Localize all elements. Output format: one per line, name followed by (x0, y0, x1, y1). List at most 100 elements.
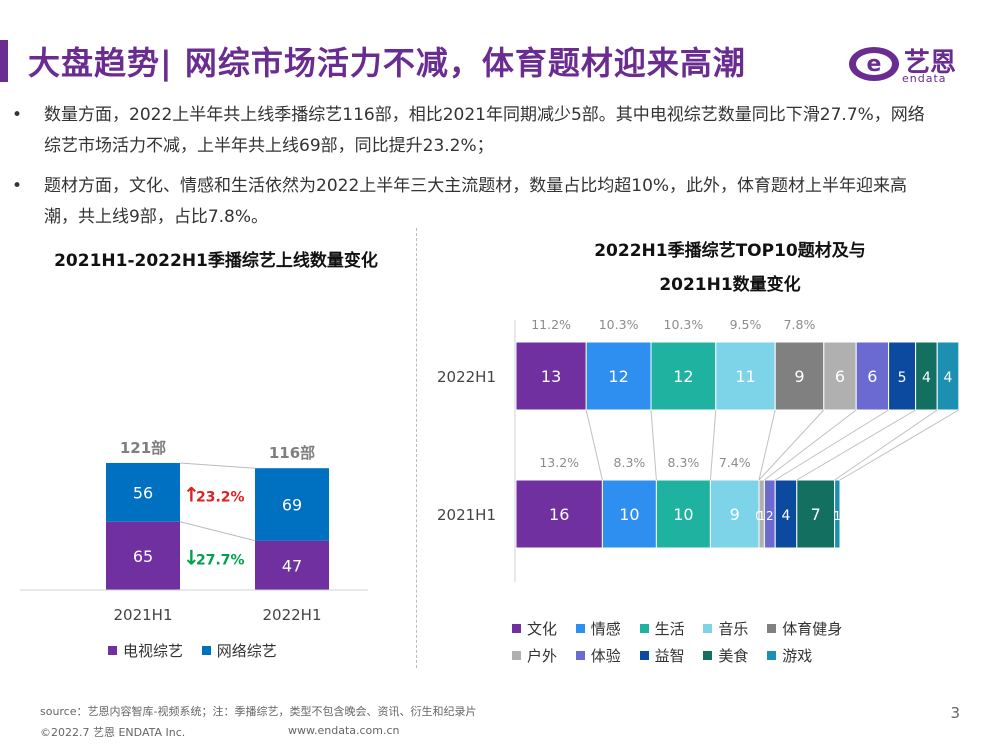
left-chart-title: 2021H1-2022H1季播综艺上线数量变化 (54, 251, 378, 271)
legend-item-experience: 体验 (575, 645, 621, 666)
segment-value: 4 (922, 370, 931, 386)
connector-line (179, 521, 256, 542)
segment-value: 11 (735, 367, 755, 386)
segment-value: 9 (730, 505, 740, 524)
bar-segment-体育健身 (774, 341, 825, 411)
footer-website-link[interactable]: www.endata.com.cn (288, 724, 400, 737)
logo-subtext: endata (902, 72, 947, 85)
legend-item-net: 网络综艺 (201, 640, 277, 661)
left-chart: 65 56 121部 2021H1 47 69 116部 2022H1 ↑23.2% ↓27.7% (20, 439, 368, 620)
up-arrow-icon: ↑ (183, 482, 200, 506)
legend-label-tv: 电视综艺 (123, 642, 184, 660)
legend-label: 户外 (527, 647, 558, 665)
share-label: 8.3% (668, 455, 700, 470)
legend-item-sports: 体育健身 (767, 618, 842, 639)
legend-label: 生活 (654, 620, 685, 638)
legend-item-tv: 电视综艺 (108, 640, 183, 661)
connector-line (709, 409, 717, 481)
legend-swatch-net (201, 646, 211, 655)
bar-value-net: 69 (282, 495, 302, 514)
share-label: 10.3% (664, 317, 704, 332)
bar-tv-2022H1 (255, 540, 329, 590)
legend-label: 文化 (527, 620, 558, 638)
legend-item-life: 生活 (639, 618, 685, 639)
change-label-tv: 27.7% (196, 553, 245, 569)
page-number: 3 (950, 704, 960, 722)
connector-line (758, 409, 776, 481)
legend-item-food: 美食 (703, 645, 748, 666)
share-label: 9.5% (730, 317, 762, 332)
bar-segment-游戏 (834, 479, 841, 549)
segment-value: 13 (541, 367, 561, 386)
legend-item-music: 音乐 (703, 618, 748, 639)
legend-swatch (767, 624, 777, 633)
segment-value: 1 (758, 509, 766, 523)
legend-item-puzzle: 益智 (639, 645, 685, 666)
legend-item-emotion: 情感 (575, 618, 621, 639)
logo-letter: e (867, 52, 882, 77)
legend-item-culture: 文化 (512, 618, 557, 639)
y-tick-label: 2021H1 (437, 506, 496, 524)
segment-value: 10 (673, 505, 693, 524)
segment-value: 10 (619, 505, 639, 524)
bar-value-net: 56 (133, 483, 153, 502)
segment-value: 4 (782, 508, 791, 524)
legend-swatch (639, 651, 649, 660)
x-tick-label: 2022H1 (263, 606, 322, 620)
bar-net-2022H1 (255, 468, 329, 541)
bullet-dot: • (12, 105, 23, 125)
bar-segment-生活 (650, 341, 717, 411)
y-tick-label: 2022H1 (437, 368, 496, 386)
legend-label: 情感 (590, 620, 621, 638)
bar-total-label: 116部 (269, 444, 315, 462)
legend-swatch (575, 624, 585, 633)
right-chart-title-line2: 2021H1数量变化 (659, 275, 801, 295)
share-label: 10.3% (599, 317, 639, 332)
legend-swatch (703, 651, 713, 660)
connector-line (764, 409, 857, 481)
share-label: 13.2% (539, 455, 579, 470)
legend-swatch (575, 651, 585, 660)
bar-value-tv: 65 (133, 547, 153, 566)
segment-value: 6 (835, 367, 845, 386)
legend-item-game: 游戏 (767, 645, 812, 666)
x-tick-label: 2021H1 (114, 606, 173, 620)
segment-value: 5 (898, 370, 907, 386)
connector-line (834, 409, 938, 481)
segment-value: 1 (833, 509, 841, 523)
left-legend: 电视综艺 网络综艺 (108, 640, 291, 661)
share-label: 11.2% (531, 317, 571, 332)
footer-source: source：艺恩内容智库-视频系统；注：季播综艺，类型不包含晚会、资讯、衍生和… (40, 705, 477, 718)
title-accent-bar (0, 40, 8, 82)
right-legend-row-2: 户外 体验 益智 美食 游戏 (512, 645, 826, 666)
footer-copyright: ©2022.7 艺恩 ENDATA Inc. (40, 726, 186, 739)
legend-label: 体验 (590, 647, 621, 665)
endata-logo: e 艺恩 endata (848, 40, 968, 88)
segment-value: 7 (811, 505, 821, 524)
legend-swatch (512, 651, 521, 660)
legend-label: 音乐 (718, 620, 749, 638)
bar-segment-文化 (515, 341, 587, 411)
share-label: 8.3% (614, 455, 646, 470)
bullet-text: 题材方面，文化、情感和生活依然为2022上半年三大主流题材，数量占比均超10%，… (44, 176, 908, 227)
bar-net-2021H1 (106, 462, 180, 522)
share-label: 7.8% (784, 317, 816, 332)
page-title: 大盘趋势| 网综市场活力不减，体育题材迎来高潮 (28, 44, 746, 82)
right-chart-title-line1: 2022H1季播综艺TOP10题材及与 (594, 241, 866, 261)
segment-value: 12 (608, 367, 628, 386)
down-arrow-icon: ↓ (183, 546, 200, 570)
bar-value-tv: 47 (282, 556, 302, 575)
connector-line (585, 409, 603, 481)
legend-label-net: 网络综艺 (216, 642, 277, 660)
legend-swatch (767, 651, 777, 660)
bar-segment-情感 (601, 479, 657, 549)
legend-swatch (512, 624, 521, 633)
bar-segment-音乐 (709, 479, 760, 549)
logo-text: 艺恩 (904, 48, 957, 78)
bar-tv-2021H1 (106, 521, 180, 590)
legend-label: 体育健身 (782, 620, 843, 638)
bullet-text: 数量方面，2022上半年共上线季播综艺116部，相比2021年同期减少5部。其中… (44, 105, 925, 156)
segment-value: 9 (794, 367, 804, 386)
bar-segment-体验 (855, 341, 890, 411)
change-label-net: 23.2% (196, 489, 245, 505)
